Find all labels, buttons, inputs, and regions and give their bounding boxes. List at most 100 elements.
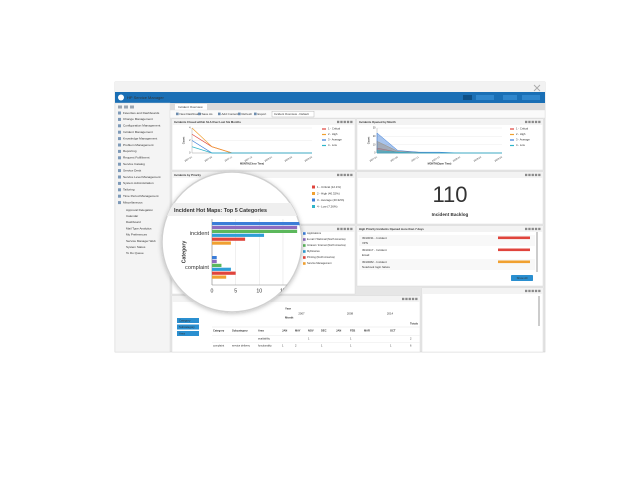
panel-icon[interactable] <box>346 173 350 177</box>
panel-icon[interactable] <box>531 120 534 124</box>
nav-item[interactable]: Time Period Management <box>123 194 159 198</box>
header-control[interactable] <box>503 95 517 100</box>
legend-label: Intranet / Internet (North America) <box>307 243 346 247</box>
pivot-button[interactable] <box>177 324 199 330</box>
pivot-button[interactable] <box>177 331 199 336</box>
panel-icon[interactable] <box>340 227 343 231</box>
panel-icon[interactable] <box>525 227 528 231</box>
toolbar-button[interactable]: New Dashboard <box>180 112 202 116</box>
panel-icon[interactable] <box>405 297 408 301</box>
nav-subitem[interactable]: To Do Queue <box>126 251 144 255</box>
dashboard-select[interactable] <box>271 110 315 118</box>
pivot-button-label[interactable]: Subcategory <box>179 325 195 329</box>
panel-icon[interactable] <box>402 297 405 301</box>
panel-icon[interactable] <box>343 120 346 124</box>
panel-icon[interactable] <box>337 120 340 124</box>
header-control[interactable] <box>463 95 472 100</box>
nav-subitem[interactable]: System Status <box>126 245 146 249</box>
incident-id[interactable]: IM10082 - Incident <box>362 260 387 264</box>
dashboard-select-label[interactable]: Incident Overview - Default <box>274 112 309 116</box>
incident-id[interactable]: IM10031 - Incident <box>362 236 387 240</box>
pivot-button-label[interactable]: Category <box>179 318 191 322</box>
scrollbar <box>538 296 540 326</box>
nav-item[interactable]: Change Management <box>123 117 153 121</box>
tab-strip <box>170 103 545 110</box>
nav-subitem[interactable]: Service Manager Web <box>126 239 156 243</box>
header-control[interactable] <box>476 95 494 100</box>
header-control[interactable] <box>522 95 540 100</box>
panel-icon[interactable] <box>538 120 541 124</box>
incident-id[interactable]: IM10117 - Incident <box>362 248 387 252</box>
panel-icon[interactable] <box>528 120 531 124</box>
y-tick-label: 2 <box>189 139 191 142</box>
panel-icon[interactable] <box>415 297 418 301</box>
panel-icon[interactable] <box>350 120 353 124</box>
panel-icon[interactable] <box>340 120 343 124</box>
nav-item[interactable]: System Administration <box>123 181 154 185</box>
panel-icon[interactable] <box>528 289 531 293</box>
panel-icon[interactable] <box>340 173 343 177</box>
toolbar-button[interactable]: Add Content <box>222 112 239 116</box>
nav-item[interactable]: Request Fulfillment <box>123 156 150 160</box>
panel-icon[interactable] <box>534 120 538 124</box>
panel-icon[interactable] <box>538 289 541 293</box>
nav-subitem[interactable]: Mail Type Analytics <box>126 226 152 230</box>
close-button[interactable] <box>533 84 541 92</box>
nav-item[interactable]: Service Catalog <box>123 162 145 166</box>
nav-item[interactable]: Miscellaneous <box>123 200 143 204</box>
nav-item[interactable]: Incident Management <box>123 130 153 134</box>
nav-item[interactable]: Service Desk <box>123 168 142 172</box>
panel-icon[interactable] <box>531 289 534 293</box>
nav-item[interactable]: Configuration Management <box>123 124 160 128</box>
panel-icon[interactable] <box>528 227 531 231</box>
nav-item[interactable]: Tailoring <box>123 188 135 192</box>
panel-icon[interactable] <box>343 173 346 177</box>
panel-icon[interactable] <box>534 227 538 231</box>
panel-icon[interactable] <box>337 227 340 231</box>
table-cell: 1 <box>390 344 392 348</box>
nav-item[interactable]: Reporting <box>123 149 137 153</box>
toolbar <box>169 109 546 119</box>
panel-icon[interactable] <box>525 120 528 124</box>
panel-icon[interactable] <box>337 173 340 177</box>
nav-item[interactable]: Knowledge Management <box>123 136 157 140</box>
x-tick-label: 2007-05 <box>204 156 213 162</box>
panel-icon[interactable] <box>350 173 353 177</box>
tab-label[interactable]: Incident Overview <box>178 105 203 109</box>
toolbar-button[interactable]: Refresh <box>242 112 253 116</box>
pivot-button-label[interactable]: Area <box>179 331 185 335</box>
nav-subitem[interactable]: Approval Delegation <box>126 208 153 212</box>
nav-subitem[interactable]: Calendar <box>126 214 138 218</box>
panel-icon[interactable] <box>531 173 534 177</box>
panel-icon[interactable] <box>534 289 538 293</box>
panel-icon[interactable] <box>408 297 411 301</box>
panel-icon[interactable] <box>343 227 346 231</box>
panel-icon[interactable] <box>538 173 541 177</box>
nav-tool-icon[interactable] <box>130 105 134 109</box>
pivot-button[interactable] <box>177 318 199 323</box>
nav-tool-icon[interactable] <box>124 105 128 109</box>
panel-icon[interactable] <box>538 227 541 231</box>
nav-item[interactable]: Favorites and Dashboards <box>123 111 160 115</box>
panel-icon[interactable] <box>350 227 353 231</box>
nav-subitem[interactable]: Dashboard <box>126 220 141 224</box>
nav-item[interactable]: Problem Management <box>123 143 154 147</box>
panel-icon[interactable] <box>534 173 538 177</box>
panel-icon[interactable] <box>411 297 415 301</box>
priority-bar <box>498 260 530 264</box>
button-label[interactable]: Show All <box>517 276 528 280</box>
toolbar-button[interactable]: Export <box>258 112 267 116</box>
button[interactable] <box>511 275 533 281</box>
nav-tool-icon[interactable] <box>118 105 122 109</box>
nav-item[interactable]: Service Level Management <box>123 175 161 179</box>
panel-icon[interactable] <box>525 289 528 293</box>
panel-title: Incidents by Priority <box>174 173 201 177</box>
toolbar-button[interactable]: Save As <box>202 112 214 116</box>
panel-icon[interactable] <box>531 227 534 231</box>
panel-icon[interactable] <box>528 173 531 177</box>
tab[interactable] <box>175 104 207 110</box>
panel-icon[interactable] <box>346 120 350 124</box>
panel-icon[interactable] <box>525 173 528 177</box>
nav-subitem[interactable]: My Preferences <box>126 233 148 237</box>
panel-icon[interactable] <box>346 227 350 231</box>
